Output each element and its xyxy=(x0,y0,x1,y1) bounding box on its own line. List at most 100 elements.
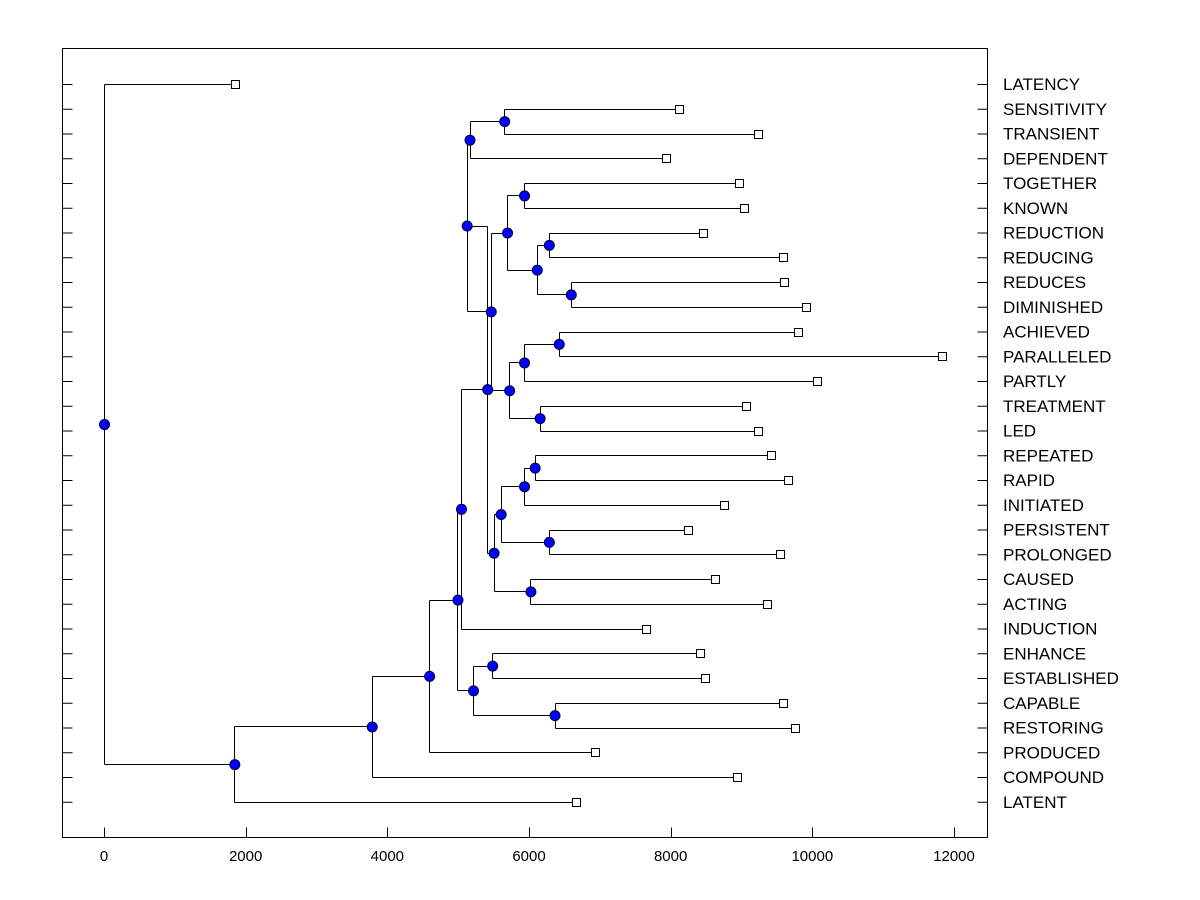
axis-ticks: 0 2000 4000 6000 8000 10000 12000 xyxy=(62,84,988,865)
merge-node xyxy=(543,239,555,251)
leaf-label: ENHANCE xyxy=(1003,644,1086,663)
leaf-label: REDUCES xyxy=(1003,273,1086,292)
leaf-marker xyxy=(740,204,749,213)
leaf-label: ACHIEVED xyxy=(1003,323,1090,342)
leaf-label: ESTABLISHED xyxy=(1003,669,1119,688)
leaf-marker xyxy=(711,575,720,584)
leaf-label: LATENT xyxy=(1003,793,1067,812)
leaf-label: KNOWN xyxy=(1003,199,1068,218)
leaf-marker xyxy=(701,674,710,683)
leaf-label: INDUCTION xyxy=(1003,620,1097,639)
merge-node xyxy=(531,264,543,276)
leaf-label: REPEATED xyxy=(1003,446,1093,465)
leaf-label: REDUCTION xyxy=(1003,224,1104,243)
x-tick-label: 6000 xyxy=(512,848,545,865)
x-tick-label: 2000 xyxy=(229,848,262,865)
leaf-label: PRODUCED xyxy=(1003,743,1100,762)
x-tick-label: 12000 xyxy=(933,848,975,865)
leaf-label: ACTING xyxy=(1003,595,1067,614)
leaf-label: PARALLELED xyxy=(1003,347,1111,366)
x-tick-label: 10000 xyxy=(791,848,833,865)
leaf-label: RAPID xyxy=(1003,471,1055,490)
leaf-marker xyxy=(802,303,811,312)
leaf-label: PARTLY xyxy=(1003,372,1066,391)
leaf-marker xyxy=(776,550,785,559)
x-tick-label: 8000 xyxy=(654,848,687,865)
leaf-marker xyxy=(813,377,822,386)
x-tick-label: 0 xyxy=(100,848,108,865)
leaf-marker xyxy=(791,724,800,733)
merge-node xyxy=(468,685,480,697)
leaf-marker xyxy=(231,80,240,89)
leaf-label: CAPABLE xyxy=(1003,694,1080,713)
leaf-labels: LATENCY SENSITIVITY TRANSIENT DEPENDENT TOGE… xyxy=(1003,75,1119,812)
leaf-marker xyxy=(763,600,772,609)
leaf-marker xyxy=(794,328,803,337)
merge-node xyxy=(565,289,577,301)
merge-node xyxy=(519,190,531,202)
merge-node xyxy=(487,660,499,672)
leaf-label: REDUCING xyxy=(1003,248,1094,267)
merge-node xyxy=(461,220,473,232)
leaf-label: TREATMENT xyxy=(1003,397,1106,416)
merge-node xyxy=(495,509,507,521)
merge-node xyxy=(229,759,241,771)
merge-node xyxy=(534,413,546,425)
merge-nodes xyxy=(99,116,577,771)
leaf-label: SENSITIVITY xyxy=(1003,100,1107,119)
leaf-marker xyxy=(742,402,751,411)
merge-node xyxy=(525,586,537,598)
merge-node xyxy=(424,670,436,682)
leaf-label: TOGETHER xyxy=(1003,174,1097,193)
leaf-marker xyxy=(591,748,600,757)
merge-node xyxy=(482,384,494,396)
merge-node xyxy=(452,594,464,606)
leaf-label: PERSISTENT xyxy=(1003,521,1110,540)
leaf-marker xyxy=(684,526,693,535)
leaf-marker xyxy=(696,649,705,658)
leaf-marker xyxy=(720,501,729,510)
merge-node xyxy=(366,721,378,733)
x-tick-label: 4000 xyxy=(371,848,404,865)
leaf-label: INITIATED xyxy=(1003,496,1084,515)
leaf-label: COMPOUND xyxy=(1003,768,1104,787)
leaf-label: LED xyxy=(1003,422,1036,441)
leaf-marker xyxy=(754,427,763,436)
leaf-marker xyxy=(779,253,788,262)
leaf-label: CAUSED xyxy=(1003,570,1074,589)
merge-node xyxy=(99,419,110,431)
leaf-marker xyxy=(938,352,947,361)
leaf-marker xyxy=(572,798,581,807)
merge-node xyxy=(519,481,531,493)
leaf-marker xyxy=(784,476,793,485)
plot-frame xyxy=(62,48,988,838)
merge-node xyxy=(456,503,467,515)
leaf-label: TRANSIENT xyxy=(1003,125,1099,144)
leaf-markers xyxy=(231,80,947,807)
leaf-marker xyxy=(733,773,742,782)
merge-node xyxy=(504,385,516,397)
merge-node xyxy=(499,116,511,128)
merge-node xyxy=(488,547,500,559)
leaf-label: DEPENDENT xyxy=(1003,149,1108,168)
leaf-label: RESTORING xyxy=(1003,719,1104,738)
leaf-marker xyxy=(754,130,763,139)
merge-node xyxy=(553,338,565,350)
merge-node xyxy=(519,357,531,369)
leaf-label: LATENCY xyxy=(1003,75,1080,94)
merge-node xyxy=(464,134,476,146)
merge-node xyxy=(502,227,514,239)
leaf-marker xyxy=(735,179,744,188)
leaf-label: PROLONGED xyxy=(1003,545,1112,564)
leaf-marker xyxy=(699,229,708,238)
leaf-marker xyxy=(780,278,789,287)
leaf-marker xyxy=(675,105,684,114)
merge-node xyxy=(529,462,541,474)
leaf-label: DIMINISHED xyxy=(1003,298,1103,317)
leaf-marker xyxy=(662,154,671,163)
merge-node xyxy=(485,306,497,318)
leaf-marker xyxy=(642,625,651,634)
merge-node xyxy=(549,710,561,722)
leaf-marker xyxy=(779,699,788,708)
